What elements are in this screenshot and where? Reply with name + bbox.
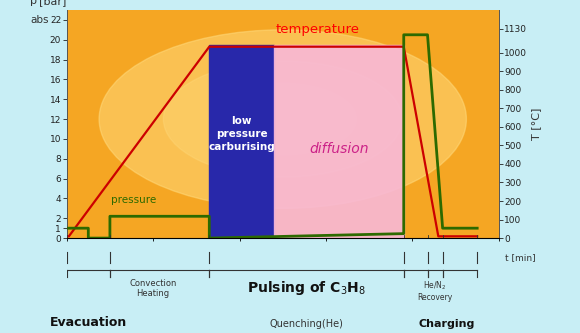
Ellipse shape xyxy=(209,83,356,155)
Ellipse shape xyxy=(164,61,402,177)
Text: diffusion: diffusion xyxy=(309,142,369,156)
Text: He/N$_2$
Recovery: He/N$_2$ Recovery xyxy=(417,279,452,302)
Text: temperature: temperature xyxy=(276,23,360,36)
Ellipse shape xyxy=(99,30,466,208)
Text: Pulsing of C$_3$H$_8$: Pulsing of C$_3$H$_8$ xyxy=(247,279,366,297)
Y-axis label: T [°C]: T [°C] xyxy=(531,108,542,140)
Text: Evacuation: Evacuation xyxy=(50,316,127,329)
Text: abs: abs xyxy=(30,15,49,25)
Text: p: p xyxy=(30,0,37,6)
Bar xyxy=(209,45,274,238)
Bar xyxy=(274,45,404,238)
Text: [bar]: [bar] xyxy=(39,0,66,6)
Text: Charging: Charging xyxy=(419,319,475,329)
Text: Convection
Heating: Convection Heating xyxy=(129,279,177,298)
Text: t [min]: t [min] xyxy=(505,253,536,262)
Text: Quenching(He): Quenching(He) xyxy=(270,319,343,329)
Text: low
pressure
carburising: low pressure carburising xyxy=(208,116,275,152)
Text: pressure: pressure xyxy=(111,195,156,205)
